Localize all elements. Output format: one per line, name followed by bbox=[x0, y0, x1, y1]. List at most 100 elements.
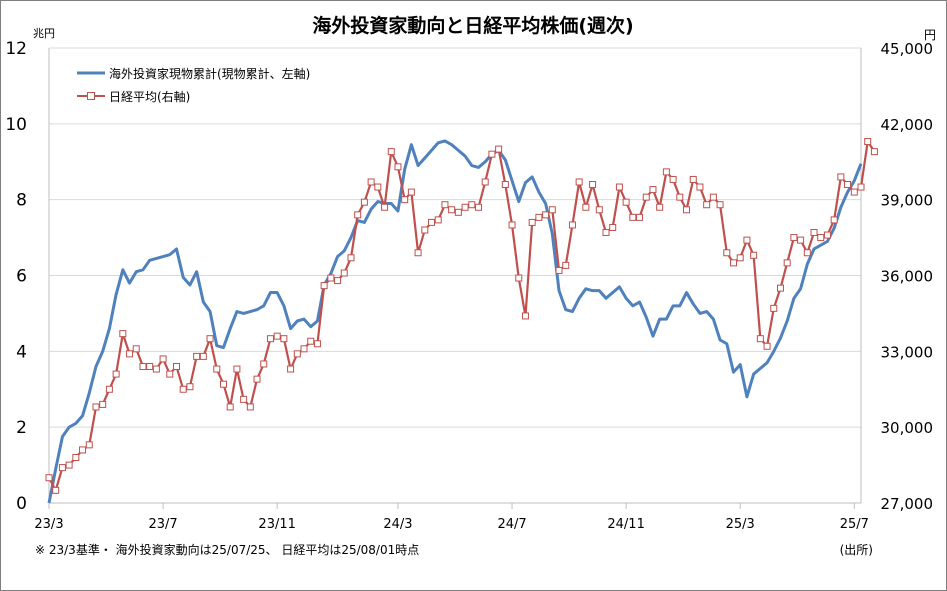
nikkei-point bbox=[206, 335, 214, 343]
nikkei-point bbox=[481, 178, 489, 186]
nikkei-point bbox=[790, 234, 798, 242]
nikkei-point bbox=[508, 221, 516, 229]
nikkei-point bbox=[488, 150, 496, 158]
nikkei-point bbox=[689, 175, 697, 183]
nikkei-point bbox=[468, 201, 476, 209]
nikkei-point bbox=[595, 206, 603, 214]
nikkei-point bbox=[273, 332, 281, 340]
x-tick-label: 25/3 bbox=[726, 517, 755, 532]
left-tick-label: 8 bbox=[16, 191, 27, 211]
nikkei-point bbox=[226, 403, 234, 411]
nikkei-point bbox=[817, 234, 825, 242]
nikkei-point bbox=[152, 365, 160, 373]
nikkei-point bbox=[642, 193, 650, 201]
legend-label-nikkei: 日経平均(右軸) bbox=[109, 89, 190, 104]
nikkei-point bbox=[823, 231, 831, 239]
nikkei-point bbox=[844, 181, 852, 188]
x-tick-label: 23/11 bbox=[258, 517, 295, 532]
nikkei-point bbox=[79, 446, 87, 454]
nikkei-point bbox=[240, 395, 248, 403]
nikkei-point bbox=[730, 259, 737, 267]
nikkei-point bbox=[589, 181, 597, 188]
nikkei-point bbox=[387, 148, 395, 156]
nikkei-point bbox=[656, 203, 664, 211]
right-tick-label: 39,000 bbox=[881, 192, 934, 210]
left-tick-label: 10 bbox=[5, 115, 27, 135]
nikkei-point bbox=[367, 178, 375, 186]
nikkei-point bbox=[394, 163, 402, 171]
x-axis-ticks: 23/3 23/7 23/11 24/3 24/7 24/11 25/3 25/7 bbox=[34, 503, 869, 532]
nikkei-point bbox=[542, 211, 550, 219]
nikkei-point bbox=[629, 213, 637, 221]
nikkei-point bbox=[260, 360, 268, 368]
left-tick-label: 2 bbox=[16, 418, 27, 438]
nikkei-point bbox=[454, 208, 462, 216]
series-nikkei bbox=[45, 138, 878, 494]
left-axis-ticks: 0 2 4 6 8 10 12 bbox=[5, 39, 27, 514]
nikkei-point bbox=[602, 229, 610, 237]
right-tick-label: 33,000 bbox=[881, 343, 934, 361]
nikkei-point bbox=[72, 454, 80, 461]
nikkei-point bbox=[441, 201, 449, 209]
right-tick-label: 27,000 bbox=[881, 495, 934, 513]
nikkei-point bbox=[770, 304, 778, 312]
foreign-investors-line bbox=[47, 139, 863, 504]
nikkei-point bbox=[448, 206, 456, 214]
left-tick-label: 6 bbox=[16, 267, 27, 287]
nikkei-point bbox=[233, 365, 241, 373]
left-tick-label: 0 bbox=[16, 494, 27, 514]
nikkei-point bbox=[568, 221, 576, 229]
nikkei-point bbox=[683, 206, 691, 214]
nikkei-point bbox=[434, 216, 442, 224]
nikkei-point bbox=[287, 365, 295, 373]
nikkei-point bbox=[736, 254, 744, 262]
nikkei-point bbox=[401, 196, 409, 204]
nikkei-point bbox=[857, 183, 865, 191]
nikkei-point bbox=[65, 461, 73, 469]
x-tick-label: 25/7 bbox=[840, 517, 869, 532]
nikkei-point bbox=[99, 400, 107, 408]
nikkei-point bbox=[810, 229, 818, 237]
nikkei-point bbox=[575, 178, 583, 186]
nikkei-point bbox=[186, 383, 194, 391]
x-tick-label: 24/11 bbox=[607, 517, 644, 532]
nikkei-point bbox=[246, 403, 254, 411]
nikkei-point bbox=[797, 236, 805, 244]
nikkei-point bbox=[528, 218, 536, 226]
nikkei-point bbox=[85, 441, 93, 449]
nikkei-point bbox=[555, 266, 563, 274]
left-tick-label: 12 bbox=[5, 39, 27, 59]
nikkei-point bbox=[649, 186, 657, 194]
nikkei-point bbox=[293, 350, 301, 358]
nikkei-point bbox=[636, 213, 644, 221]
nikkei-point bbox=[253, 375, 261, 383]
right-tick-label: 30,000 bbox=[881, 419, 934, 437]
left-tick-label: 4 bbox=[16, 342, 27, 362]
left-axis-unit: 兆円 bbox=[33, 27, 55, 40]
nikkei-point bbox=[830, 216, 838, 224]
nikkei-point bbox=[119, 330, 127, 338]
nikkei-point bbox=[521, 312, 529, 320]
nikkei-point bbox=[266, 335, 274, 343]
nikkei-point bbox=[219, 380, 227, 388]
nikkei-point bbox=[864, 138, 872, 146]
nikkei-point bbox=[334, 277, 342, 285]
legend-marker-square bbox=[87, 92, 95, 100]
nikkei-point bbox=[139, 363, 147, 370]
series-foreign-investors bbox=[47, 139, 863, 504]
nikkei-point bbox=[179, 385, 187, 393]
nikkei-point bbox=[414, 249, 422, 257]
nikkei-point bbox=[783, 259, 791, 267]
nikkei-point bbox=[582, 203, 590, 211]
nikkei-point bbox=[313, 340, 321, 348]
nikkei-point bbox=[461, 203, 469, 211]
nikkei-point bbox=[213, 365, 221, 373]
right-axis-unit: 円 bbox=[924, 28, 936, 42]
nikkei-point bbox=[354, 211, 362, 219]
legend-label-foreign-investors: 海外投資家現物累計(現物累計、左軸) bbox=[109, 66, 310, 81]
nikkei-point bbox=[347, 254, 355, 262]
nikkei-point bbox=[743, 236, 751, 244]
nikkei-point bbox=[360, 198, 368, 206]
nikkei-point bbox=[105, 385, 113, 393]
series-layer bbox=[45, 138, 878, 504]
